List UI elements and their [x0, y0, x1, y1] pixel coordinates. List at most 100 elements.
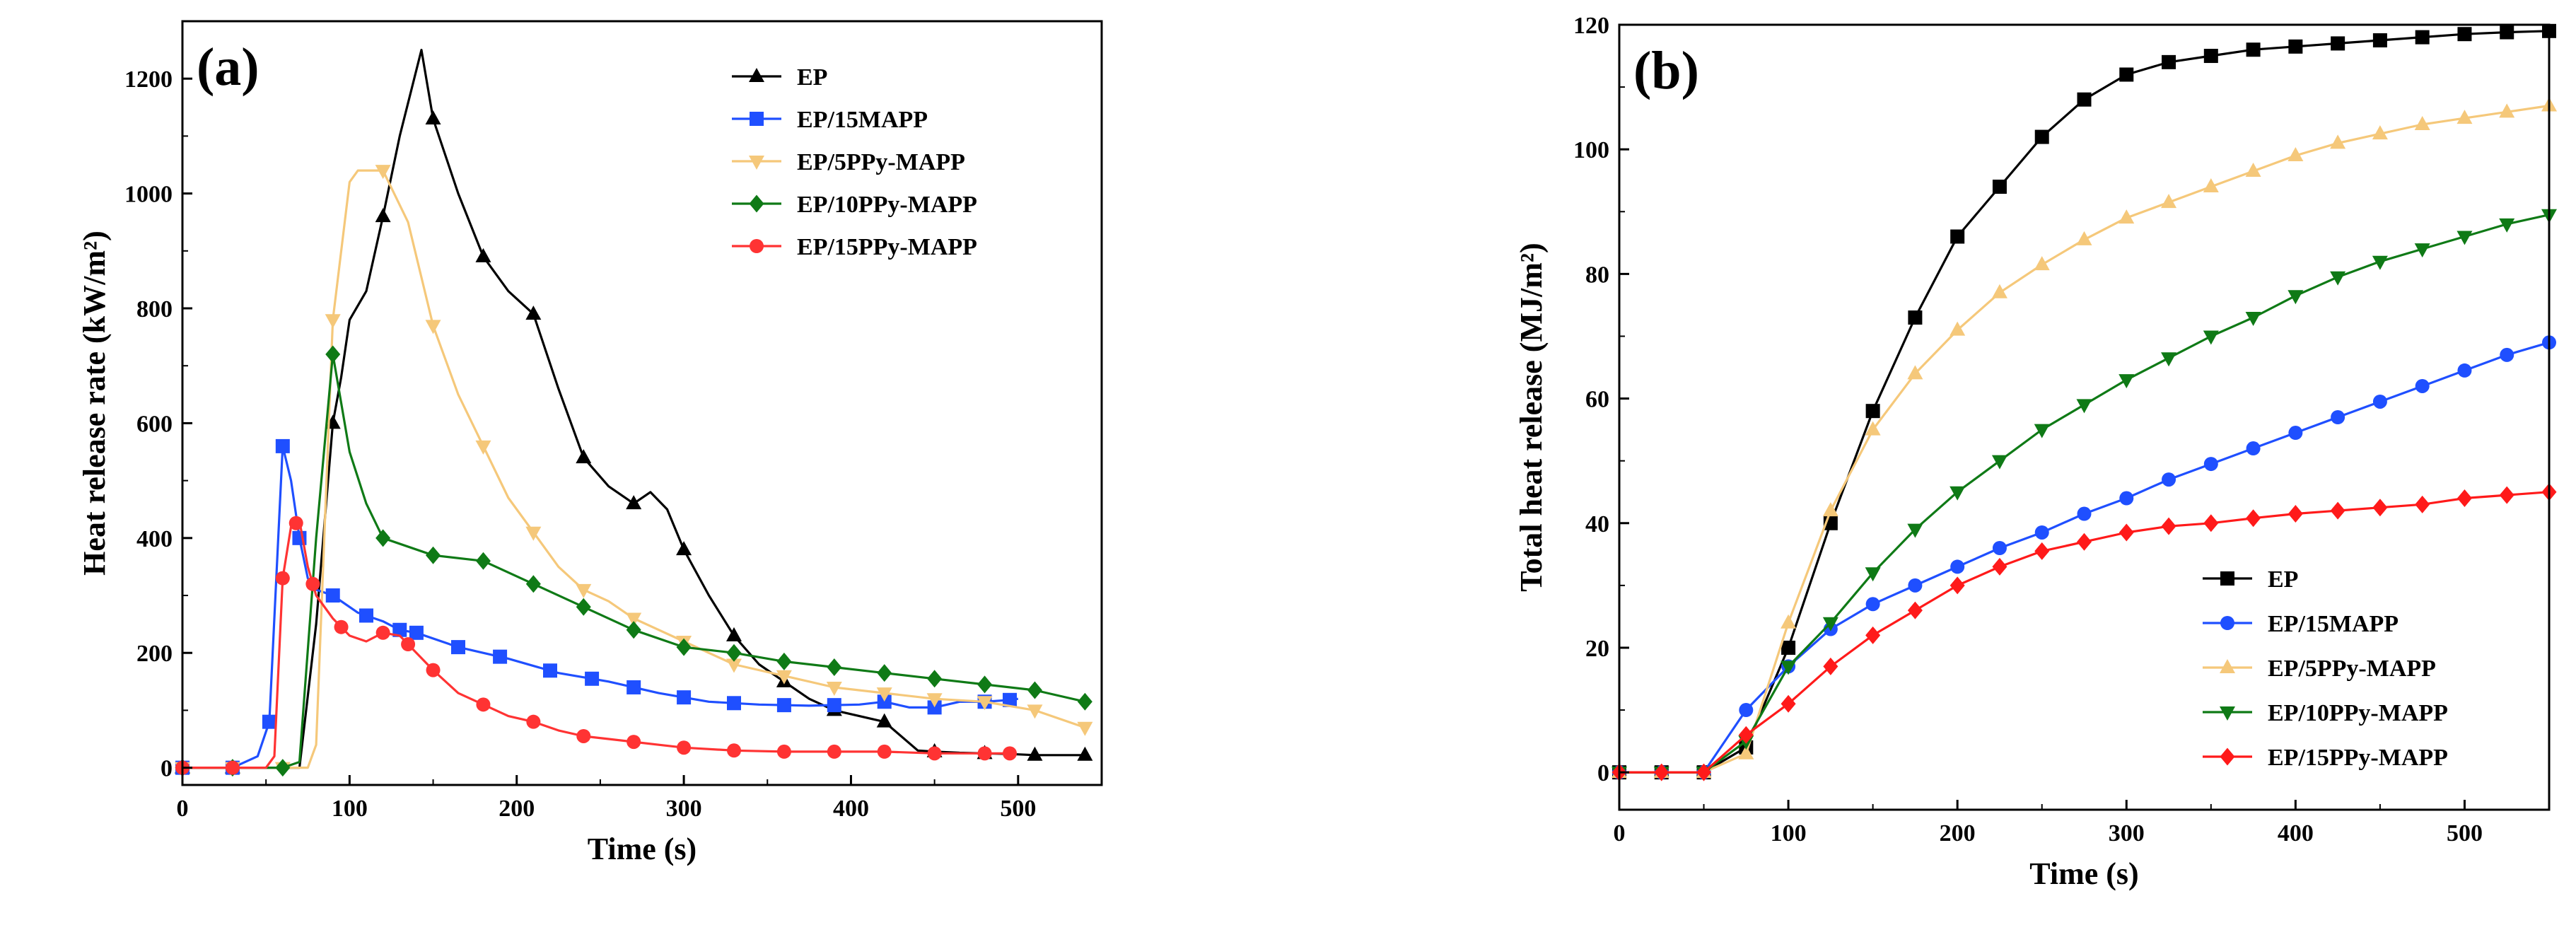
data-point-ep	[2034, 129, 2049, 144]
data-point-ep-15mapp	[927, 700, 942, 715]
data-point-ep-15mapp	[1739, 703, 1754, 718]
data-point-ep-10ppy-mapp	[726, 644, 742, 662]
data-point-ep-10ppy-mapp	[626, 621, 641, 639]
data-point-ep	[475, 248, 491, 262]
data-point-ep-5ppy-mapp	[2119, 209, 2135, 224]
data-point-ep-15ppy-mapp	[1865, 626, 1881, 644]
data-point-ep-10ppy-mapp	[2034, 424, 2050, 438]
data-point-ep-15ppy-mapp	[2287, 505, 2303, 523]
data-point-ep-5ppy-mapp	[726, 658, 742, 673]
data-point-ep-15mapp	[2372, 394, 2387, 409]
data-point-ep-15mapp	[275, 438, 290, 453]
data-point-ep	[2119, 67, 2134, 82]
legend: EP EP/15MAPP EP/5PPy-MAPP EP/10PPy-MAPP EP/1…	[732, 64, 977, 260]
legend-label: EP/10PPy-MAPP	[797, 192, 977, 218]
legend-marker	[750, 239, 764, 253]
y-tick-label: 1200	[124, 66, 173, 93]
data-point-ep-10ppy-mapp	[1907, 523, 1923, 538]
y-tick-label: 120	[1573, 13, 1609, 39]
data-point-ep-15mapp	[2203, 457, 2218, 472]
y-tick-label: 40	[1585, 511, 1609, 537]
y-tick-label: 100	[1573, 137, 1609, 163]
data-point-ep-10ppy-mapp	[2161, 352, 2177, 367]
data-point-ep-15ppy-mapp	[877, 744, 892, 759]
series-ep	[175, 49, 1093, 774]
data-point-ep-15mapp	[493, 649, 508, 664]
data-point-ep-15ppy-mapp	[225, 760, 240, 775]
legend-item-ep-5ppy-mapp: EP/5PPy-MAPP	[2203, 656, 2436, 682]
panel-label: (a)	[197, 37, 260, 97]
data-point-ep-10ppy-mapp	[776, 652, 792, 670]
data-point-ep	[1908, 310, 1923, 325]
data-point-ep-15mapp	[2119, 491, 2134, 506]
data-point-ep-5ppy-mapp	[2499, 103, 2515, 118]
data-point-ep-15ppy-mapp	[1003, 746, 1017, 761]
data-point-ep-10ppy-mapp	[1077, 692, 1092, 711]
data-point-ep	[576, 449, 592, 464]
data-point-ep-15ppy-mapp	[2499, 486, 2514, 504]
legend-item-ep: EP	[2203, 566, 2298, 593]
data-point-ep-10ppy-mapp	[676, 638, 692, 656]
plot-frame	[181, 20, 1103, 786]
data-point-ep-15ppy-mapp	[2077, 532, 2092, 551]
data-point-ep-10ppy-mapp	[877, 664, 892, 682]
data-point-ep-15ppy-mapp	[1781, 694, 1796, 713]
legend-marker	[2220, 747, 2235, 766]
data-point-ep-5ppy-mapp	[325, 314, 341, 329]
data-point-ep-15ppy-mapp	[727, 743, 741, 758]
data-point-ep	[1950, 229, 1965, 244]
x-tick-label: 100	[332, 796, 368, 822]
legend-label: EP/15MAPP	[2268, 611, 2399, 637]
data-point-ep-5ppy-mapp	[1950, 321, 1966, 336]
data-point-ep-15mapp	[827, 698, 841, 713]
data-point-ep-10ppy-mapp	[927, 670, 943, 688]
series-line-ep	[182, 49, 1085, 769]
series-line-ep-15ppy-mapp	[182, 519, 1010, 769]
data-point-ep-15mapp	[451, 640, 465, 655]
data-point-ep-15mapp	[2331, 410, 2345, 424]
data-point-ep-15mapp	[877, 694, 892, 709]
x-tick-label: 100	[1771, 820, 1807, 846]
data-point-ep-15ppy-mapp	[1992, 557, 2007, 576]
data-point-ep-15ppy-mapp	[927, 746, 942, 761]
data-point-ep-15ppy-mapp	[2372, 499, 2388, 517]
data-point-ep-5ppy-mapp	[475, 440, 491, 455]
data-point-ep-15mapp	[392, 622, 407, 637]
panel-label: (b)	[1633, 41, 1699, 100]
y-tick-label: 0	[1597, 760, 1609, 786]
legend-marker	[750, 112, 764, 126]
legend-label: EP/15MAPP	[797, 107, 928, 133]
data-point-ep-15mapp	[1865, 597, 1880, 612]
data-point-ep	[2415, 30, 2430, 45]
data-point-ep	[876, 713, 892, 728]
data-point-ep-15ppy-mapp	[576, 728, 591, 743]
data-point-ep-10ppy-mapp	[2372, 255, 2388, 270]
legend-label: EP	[2268, 566, 2298, 593]
data-point-ep-15mapp	[2162, 472, 2176, 487]
legend-item-ep-5ppy-mapp: EP/5PPy-MAPP	[732, 149, 965, 175]
y-axis-label: Total heat release (MJ/m²)	[1514, 243, 1549, 591]
data-point-ep-15mapp	[1992, 541, 2007, 555]
legend-label: EP	[797, 64, 827, 91]
data-point-ep-5ppy-mapp	[1781, 614, 1797, 629]
series-ep-10ppy-mapp	[1612, 209, 2557, 781]
data-point-ep-5ppy-mapp	[2076, 231, 2092, 245]
data-point-ep	[676, 541, 692, 556]
y-tick-label: 60	[1585, 387, 1609, 413]
legend-label: EP/5PPy-MAPP	[2268, 656, 2436, 682]
legend-item-ep: EP	[732, 64, 827, 91]
y-tick-label: 200	[136, 641, 173, 667]
data-point-ep-10ppy-mapp	[325, 345, 341, 363]
data-point-ep	[525, 305, 542, 320]
data-point-ep-10ppy-mapp	[827, 658, 842, 677]
data-point-ep-5ppy-mapp	[2372, 125, 2388, 140]
data-point-ep-5ppy-mapp	[1738, 745, 1754, 760]
data-point-ep-15mapp	[2034, 525, 2049, 540]
data-point-ep-10ppy-mapp	[2245, 312, 2261, 327]
data-point-ep-5ppy-mapp	[2456, 110, 2473, 124]
x-tick-label: 400	[833, 796, 869, 822]
data-point-ep-10ppy-mapp	[475, 552, 491, 570]
data-point-ep-15ppy-mapp	[2203, 514, 2219, 532]
x-tick-label: 300	[666, 796, 702, 822]
